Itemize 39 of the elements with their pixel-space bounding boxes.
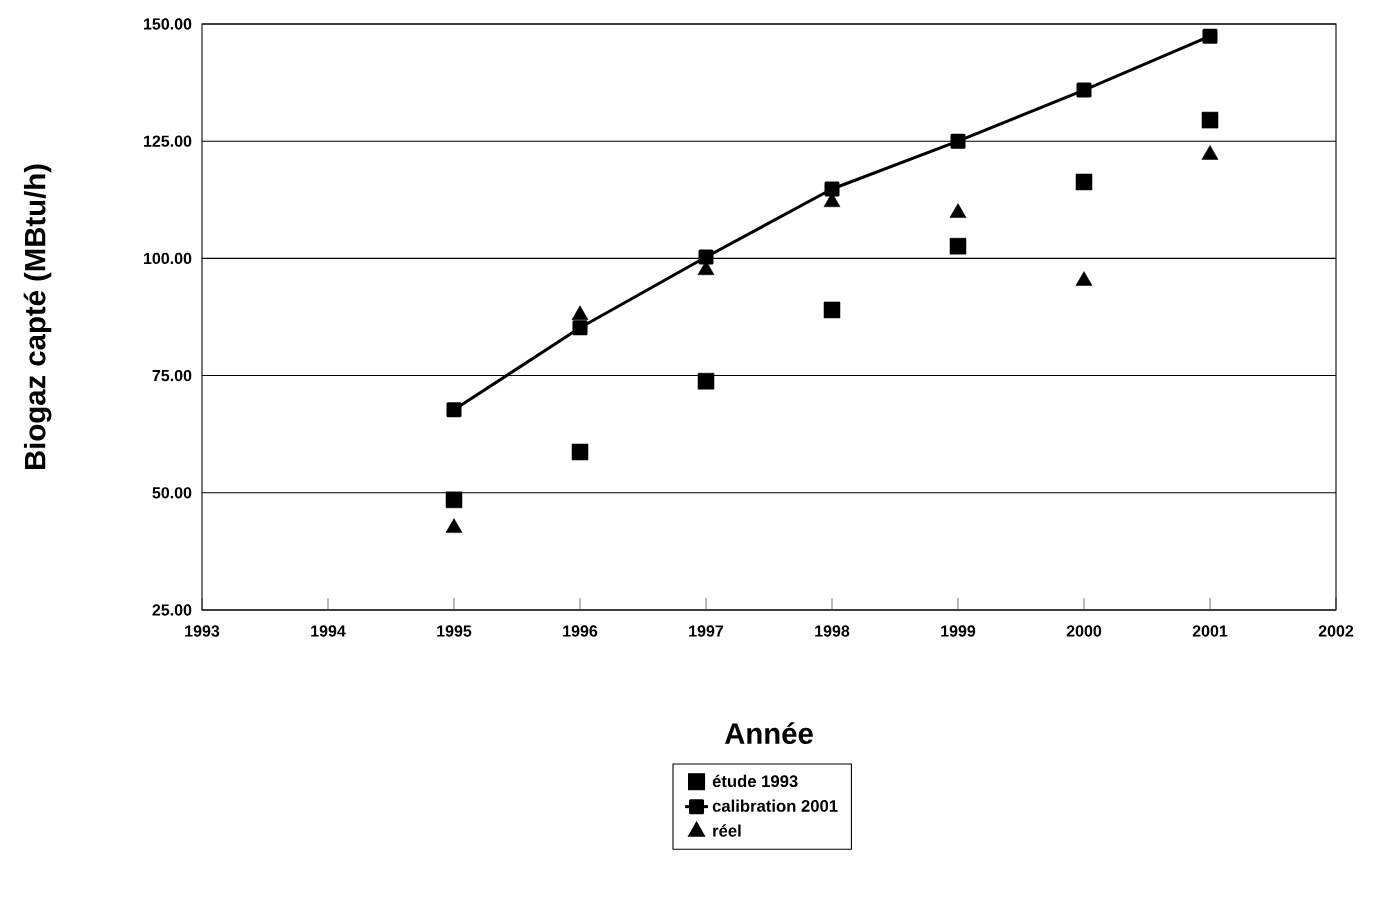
point	[1076, 82, 1092, 98]
point	[1202, 28, 1218, 44]
x-tick-label: 1996	[563, 625, 598, 637]
point	[697, 372, 715, 390]
point	[1201, 111, 1219, 129]
x-tick-label: 1998	[815, 625, 850, 637]
point	[572, 320, 588, 336]
y-tick-label: 100.00	[144, 252, 192, 265]
point	[698, 249, 714, 265]
point	[445, 491, 463, 509]
x-tick-label: 1993	[185, 625, 220, 637]
x-tick-label: 1999	[941, 625, 976, 637]
point	[571, 443, 589, 461]
x-tick-label: 1997	[689, 625, 724, 637]
y-axis-title: Biogaz capté (MBtu/h)	[23, 164, 52, 470]
point	[949, 237, 967, 255]
x-tick-label: 1995	[437, 625, 472, 637]
y-tick-label: 50.00	[152, 487, 192, 499]
x-tick-label: 2001	[1192, 625, 1228, 637]
point	[571, 305, 589, 321]
point	[1075, 271, 1093, 286]
y-tick-label: 25.00	[152, 604, 192, 616]
point	[824, 181, 840, 197]
x-axis-title: Année	[724, 722, 813, 744]
point	[949, 203, 967, 218]
legend-label: étude 1993	[712, 774, 798, 788]
point	[950, 133, 966, 149]
point	[1201, 145, 1219, 160]
point	[1075, 173, 1093, 191]
legend-label: réel	[713, 824, 741, 837]
legend-label: calibration 2001	[712, 799, 838, 812]
x-tick-label: 1994	[311, 625, 346, 637]
y-tick-label: 75.00	[152, 369, 192, 382]
point	[823, 301, 841, 319]
y-tick-label: 150.00	[144, 18, 192, 30]
x-tick-label: 2002	[1318, 625, 1354, 637]
y-tick-label: 125.00	[144, 135, 192, 147]
x-tick-label: 2000	[1066, 625, 1102, 637]
point	[446, 402, 462, 418]
